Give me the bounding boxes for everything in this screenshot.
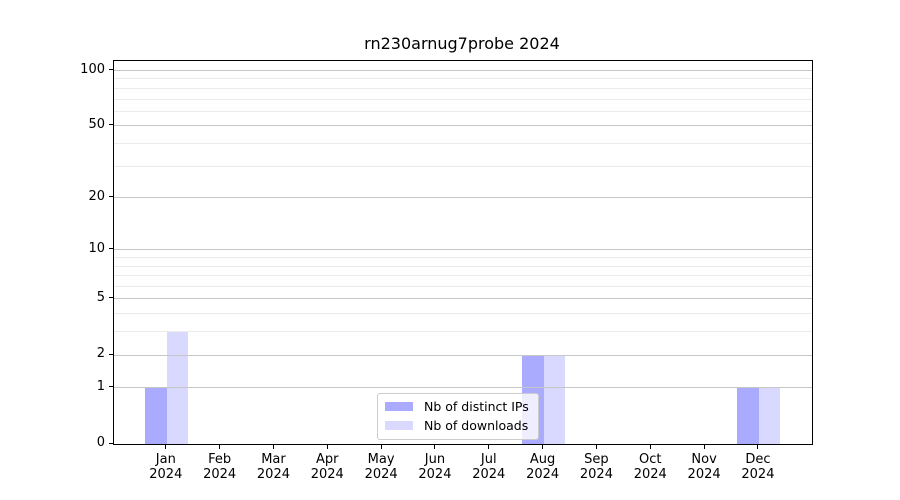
x-tick-label-jun: Jun 2024 [403, 452, 467, 482]
y-tick-label: 50 [88, 116, 105, 132]
y-tick-mark-0 [109, 442, 113, 444]
x-tick-year: 2024 [203, 467, 237, 482]
legend-label: Nb of distinct IPs [424, 399, 529, 414]
chart-title: rn230arnug7probe 2024 [364, 34, 560, 53]
x-tick-mark-dec [757, 445, 759, 449]
x-tick-year: 2024 [256, 467, 290, 482]
x-tick-label-mar: Mar 2024 [241, 452, 305, 482]
x-tick-label-may: May 2024 [349, 452, 413, 482]
plot-area [113, 60, 813, 445]
major-gridline-10 [114, 249, 812, 251]
major-gridline-100 [114, 70, 812, 71]
y-tick-mark-100 [109, 69, 113, 70]
minor-gridline-70 [114, 98, 812, 100]
bar-distinct-ips-jan [145, 387, 167, 444]
x-tick-label-apr: Apr 2024 [295, 452, 359, 482]
x-tick-month: May [367, 452, 395, 467]
x-tick-mark-aug [542, 445, 544, 449]
y-tick-label: 100 [80, 61, 105, 77]
minor-gridline-80 [114, 87, 812, 89]
x-tick-year: 2024 [687, 467, 721, 482]
x-tick-label-dec: Dec 2024 [726, 452, 790, 482]
bar-downloads-aug [543, 355, 566, 444]
y-tick-label: 2 [96, 346, 105, 362]
major-gridline-50 [114, 125, 812, 127]
minor-gridline-8 [114, 265, 812, 267]
x-tick-month: Jan [155, 452, 176, 467]
x-tick-year: 2024 [579, 467, 613, 482]
x-tick-month: Oct [639, 452, 662, 467]
x-tick-year: 2024 [149, 467, 183, 482]
x-tick-label-sep: Sep 2024 [564, 452, 628, 482]
y-tick-mark-2 [109, 353, 113, 355]
x-tick-label-nov: Nov 2024 [672, 452, 736, 482]
x-tick-label-feb: Feb 2024 [188, 452, 252, 482]
minor-gridline-30 [114, 165, 812, 167]
x-tick-mark-jan [165, 445, 167, 449]
x-tick-label-aug: Aug 2024 [511, 452, 575, 482]
y-tick-mark-10 [109, 248, 113, 250]
legend-label: Nb of downloads [424, 418, 529, 433]
x-tick-month: Aug [529, 452, 556, 467]
x-tick-year: 2024 [310, 467, 344, 482]
x-tick-year: 2024 [472, 467, 506, 482]
x-tick-mark-sep [595, 445, 597, 449]
x-tick-mark-apr [326, 445, 328, 449]
x-tick-label-jan: Jan 2024 [134, 452, 198, 482]
minor-gridline-40 [114, 142, 812, 144]
minor-gridline-7 [114, 275, 812, 277]
x-tick-mark-jun [434, 445, 436, 449]
legend-item-distinct-ips: Nb of distinct IPs [385, 400, 529, 413]
x-tick-year: 2024 [418, 467, 452, 482]
y-tick-mark-5 [109, 297, 113, 299]
y-tick-mark-20 [109, 196, 113, 198]
y-tick-mark-50 [109, 124, 113, 126]
major-gridline-2 [114, 354, 812, 356]
y-tick-label: 1 [96, 378, 105, 394]
y-tick-label: 10 [88, 240, 105, 256]
x-tick-mark-jul [488, 445, 490, 449]
y-tick-label: 5 [96, 289, 105, 305]
x-tick-month: Jul [480, 452, 497, 467]
x-tick-month: Nov [691, 452, 717, 467]
x-tick-month: Jun [424, 452, 446, 467]
bar-distinct-ips-dec [737, 387, 759, 444]
bar-downloads-dec [758, 387, 781, 444]
major-gridline-20 [114, 197, 812, 199]
x-tick-mark-oct [649, 445, 651, 449]
y-tick-label: 0 [96, 435, 105, 450]
major-gridline-5 [114, 298, 812, 300]
y-tick-label: 20 [88, 188, 105, 204]
x-tick-year: 2024 [741, 467, 775, 482]
y-tick-mark-1 [109, 386, 113, 388]
x-tick-month: Sep [584, 452, 609, 467]
x-tick-mark-mar [272, 445, 274, 449]
legend: Nb of distinct IPs Nb of downloads [377, 393, 539, 440]
minor-gridline-4 [114, 313, 812, 315]
legend-swatch-downloads [385, 421, 413, 430]
x-tick-month: Mar [261, 452, 286, 467]
minor-gridline-60 [114, 110, 812, 112]
x-tick-year: 2024 [364, 467, 398, 482]
legend-item-downloads: Nb of downloads [385, 419, 529, 432]
minor-gridline-90 [114, 78, 812, 80]
minor-gridline-3 [114, 331, 812, 333]
x-tick-year: 2024 [633, 467, 667, 482]
minor-gridline-6 [114, 286, 812, 288]
x-tick-month: Feb [208, 452, 232, 467]
x-tick-month: Dec [745, 452, 771, 467]
x-tick-label-oct: Oct 2024 [618, 452, 682, 482]
x-tick-mark-nov [703, 445, 705, 449]
x-tick-label-jul: Jul 2024 [457, 452, 521, 482]
minor-gridline-9 [114, 257, 812, 259]
x-tick-month: Apr [316, 452, 339, 467]
x-tick-mark-may [380, 445, 382, 449]
legend-swatch-distinct-ips [385, 402, 413, 411]
x-tick-mark-feb [219, 445, 221, 449]
x-tick-year: 2024 [526, 467, 560, 482]
major-gridline-1 [114, 387, 812, 389]
